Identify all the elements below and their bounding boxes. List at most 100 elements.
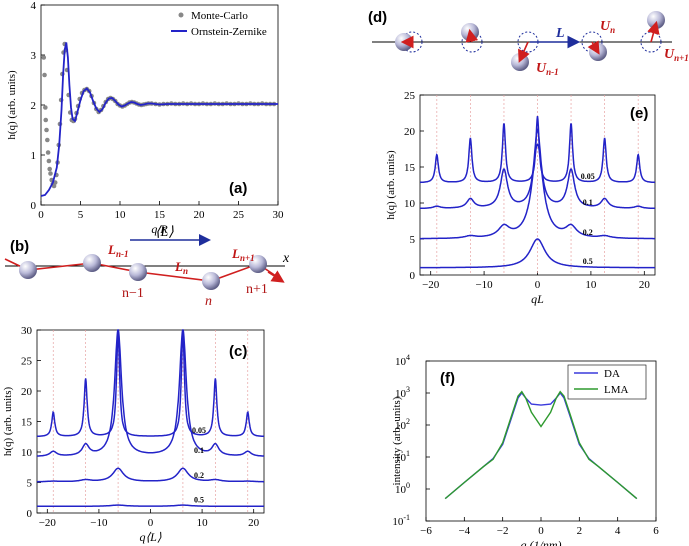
b-seg-label-2: Ln: [174, 259, 188, 276]
spectrum-line-0.1: [36, 329, 265, 457]
d-disp-arrow-5: [647, 20, 660, 43]
panel-c-xtick-label: 10: [197, 517, 209, 529]
panel-c-ytick-label: 5: [27, 478, 33, 490]
panel-f-xtick-label: 0: [538, 525, 544, 537]
panel-e-ytick-label: 25: [404, 90, 416, 102]
spectrum-line-0.05: [37, 330, 264, 438]
d-spacing-label: L: [555, 26, 565, 41]
legend-LMA-label: LMA: [604, 384, 629, 396]
curve-label: 0.05: [581, 172, 595, 181]
mc-data-point: [43, 117, 49, 123]
intensity-line-DA: [444, 391, 638, 500]
panel-e-chart: −20 −10 0 10 20 0 5 10 15 20 25 qL h(q) (arb. units)…: [385, 90, 656, 306]
b-end-arrow: [267, 270, 285, 283]
d-site-2: [461, 31, 483, 53]
legend-mc-label: Monte-Carlo: [191, 10, 248, 22]
panel-c-ylabel: h(q) (arb. units): [2, 386, 14, 456]
curve-label: 0.5: [194, 495, 204, 504]
mc-data-point: [51, 183, 57, 189]
mc-data-point: [48, 171, 53, 176]
panel-c-ytick-label: 20: [21, 386, 33, 398]
curve-label: 0.2: [583, 228, 593, 237]
panel-a-xtick-label: 5: [78, 209, 84, 221]
panel-c-label: (c): [229, 343, 247, 360]
panel-f-xtick-label: −6: [420, 525, 432, 537]
panel-e-label: (e): [630, 105, 648, 122]
curve-label: 0.1: [194, 446, 204, 455]
panel-e-ytick-label: 5: [410, 234, 416, 246]
panel-e-xlabel: qL: [531, 292, 544, 306]
curve-label: 0.05: [192, 426, 206, 435]
panel-a-ytick-label: 3: [31, 50, 37, 62]
mc-data-point: [45, 150, 51, 155]
d-disp-arrow-4: [587, 40, 600, 55]
panel-d-diagram: L Un Un-1 Un+1: [372, 11, 689, 77]
panel-f-xtick-label: −4: [458, 525, 470, 537]
b-site-label-2: n: [205, 294, 212, 309]
curve-label: 0.5: [583, 257, 593, 266]
panel-e-xtick-label: −20: [422, 279, 440, 291]
panel-e-ytick-label: 20: [404, 126, 416, 138]
panel-e-xtick-label: 0: [535, 279, 541, 291]
b-atom-1: [19, 261, 37, 279]
b-atom-5: [249, 255, 267, 273]
panel-f-ytick-label: 102: [395, 417, 410, 432]
b-site-label-1: n−1: [122, 286, 144, 301]
panel-f-label: (f): [440, 370, 455, 387]
panel-a-xtick-label: 10: [115, 209, 127, 221]
b-atom-2: [83, 254, 101, 272]
panel-b-diagram: ⟨L⟩ x n−1 n n+1 Ln-1 Ln Ln+1: [4, 225, 290, 309]
b-atom-4: [202, 272, 220, 290]
b-seg-label-1: Ln-1: [107, 242, 128, 259]
mc-data-point: [42, 72, 47, 78]
d-disp-label-n1: Un+1: [664, 47, 689, 63]
panel-f-xtick-label: 2: [577, 525, 583, 537]
panel-a-ytick-label: 1: [31, 150, 37, 162]
panel-a-xtick-label: 25: [233, 209, 245, 221]
d-site-4: [581, 31, 603, 53]
panel-f-xtick-label: 6: [653, 525, 659, 537]
legend-box: [567, 364, 647, 400]
panel-f-ytick-label: 103: [395, 385, 410, 400]
panel-a-xtick-label: 30: [273, 209, 285, 221]
panel-c-xtick-label: 0: [148, 517, 154, 529]
panel-c-ytick-label: 30: [21, 325, 33, 337]
d-disp-arrow-3: [518, 41, 530, 63]
b-atom-3: [129, 263, 147, 281]
d-disp-label-n: Un: [600, 19, 615, 35]
curve-label: 0.2: [194, 471, 204, 480]
panel-e-xtick-label: 20: [639, 279, 651, 291]
panel-f-ytick-label: 10-1: [392, 513, 410, 528]
panel-a-ytick-label: 0: [31, 200, 37, 212]
panel-f-ytick-label: 104: [395, 353, 410, 368]
panel-f-xtick-label: 4: [615, 525, 621, 537]
panel-a-ytick-label: 4: [31, 0, 37, 12]
panel-c-ytick-label: 10: [21, 447, 33, 459]
spectrum-line-0.5: [420, 238, 655, 269]
panel-f-ytick-label: 101: [395, 449, 410, 464]
d-disp-label-n-1: Un-1: [536, 61, 559, 77]
mc-data-point: [47, 166, 52, 172]
panel-a-ytick-label: 2: [31, 100, 37, 112]
spectrum-line-0.05: [420, 116, 655, 184]
panel-a-ylabel: h(q) (arb. units): [6, 70, 18, 140]
panel-e-ylabel: h(q) (arb. units): [385, 150, 397, 220]
panel-c-ytick-label: 0: [27, 508, 33, 520]
panel-c-xtick-label: −10: [90, 517, 108, 529]
panel-a-xtick-label: 15: [154, 209, 166, 221]
panel-d-label: (d): [368, 9, 387, 26]
d-site-1: [401, 31, 423, 53]
mc-data-point: [43, 105, 48, 110]
spectrum-line-0.5: [37, 504, 264, 508]
legend-oz-label: Ornstein-Zernike: [191, 26, 267, 38]
panel-c-chart: −20 −10 0 10 20 0 5 10 15 20 25 30 q⟨L⟩ h(q) (arb. un…: [2, 325, 265, 544]
d-disp-arrow-2: [465, 28, 479, 43]
oz-series-line: [40, 42, 278, 197]
b-seg-label-3: Ln+1: [231, 246, 255, 263]
b-mean-label: ⟨L⟩: [155, 225, 174, 240]
panel-a-xtick-label: 20: [194, 209, 206, 221]
panel-a-chart: 0 5 10 15 20 25 30 0 1 2 3 4 q R h(q) (arb. units) Mon…: [6, 0, 284, 236]
mc-data-point: [41, 55, 47, 60]
intensity-line-LMA: [444, 390, 638, 500]
